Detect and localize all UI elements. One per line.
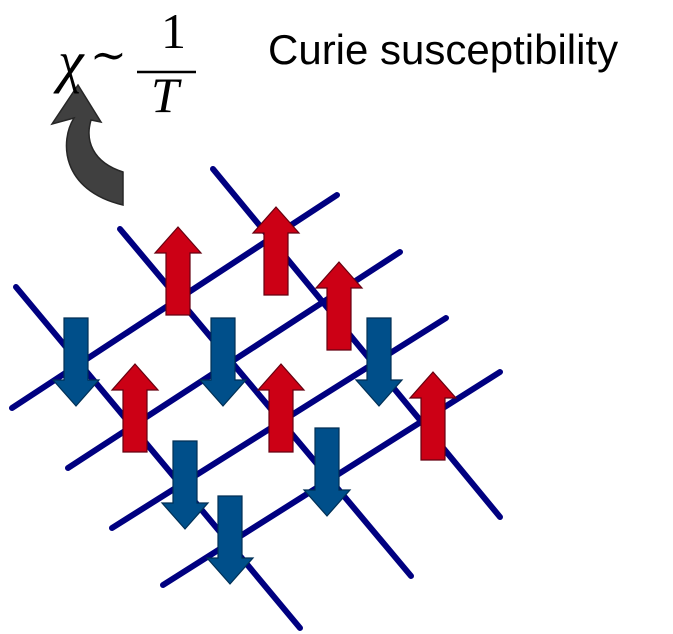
fraction-denominator: T: [151, 67, 179, 123]
spin-up-arrow-icon: [251, 206, 301, 296]
spin-down-arrow-icon: [354, 317, 404, 407]
spin-down-arrow-icon: [205, 495, 255, 585]
curie-susceptibility-label: Curie susceptibility: [268, 26, 619, 73]
spin-up-arrow-icon: [110, 363, 160, 453]
spin-down-arrow-icon: [51, 317, 101, 407]
lattice-line: [13, 284, 303, 631]
spin-down-arrow-icon: [198, 317, 248, 407]
spin-up-arrow-icon: [314, 261, 364, 351]
curved-arrow-icon: [50, 83, 124, 206]
tilde-symbol: ~: [90, 30, 127, 81]
spin-up-arrow-icon: [256, 363, 306, 453]
chi-symbol: χ: [58, 29, 84, 94]
fraction-numerator: 1: [161, 3, 186, 59]
spin-up-arrow-icon: [408, 371, 458, 461]
spin-down-arrow-icon: [302, 427, 352, 517]
spin-down-arrow-icon: [160, 440, 210, 530]
spin-up-arrow-icon: [153, 226, 203, 316]
spin-arrows: [51, 206, 458, 585]
